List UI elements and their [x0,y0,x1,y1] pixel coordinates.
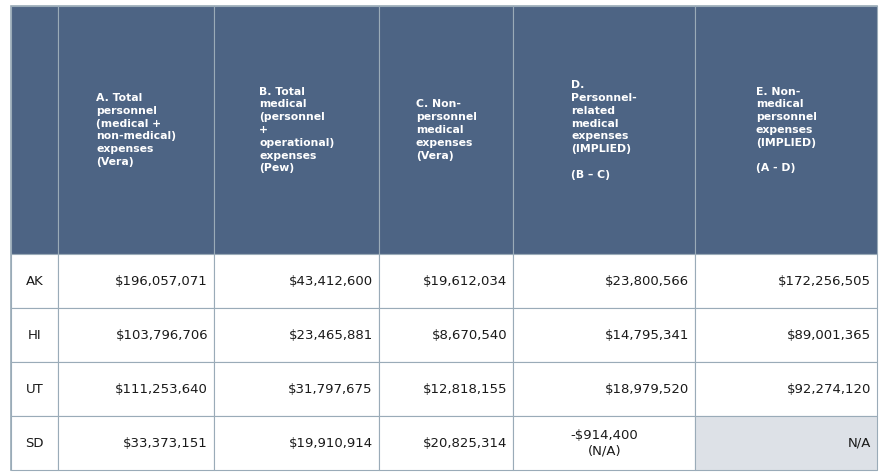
Bar [11,308,59,362]
Bar [379,6,513,254]
Text: $89,001,365: $89,001,365 [787,329,871,342]
Bar [11,6,59,254]
Bar [379,308,513,362]
Text: $33,373,151: $33,373,151 [123,437,208,450]
Text: $31,797,675: $31,797,675 [289,383,373,396]
Bar [513,308,695,362]
Bar [214,6,379,254]
Bar [513,362,695,416]
Text: $12,818,155: $12,818,155 [423,383,507,396]
Text: $196,057,071: $196,057,071 [115,275,208,288]
Text: $92,274,120: $92,274,120 [787,383,871,396]
Text: $18,979,520: $18,979,520 [605,383,689,396]
Text: $23,800,566: $23,800,566 [605,275,689,288]
Bar [695,6,877,254]
Bar [214,416,379,470]
Bar [379,254,513,308]
Text: $172,256,505: $172,256,505 [778,275,871,288]
Text: $8,670,540: $8,670,540 [432,329,507,342]
Bar [379,362,513,416]
Bar [695,308,877,362]
Text: $111,253,640: $111,253,640 [115,383,208,396]
Bar [379,416,513,470]
Text: $19,910,914: $19,910,914 [289,437,373,450]
Bar [59,6,214,254]
Text: B. Total
medical
(personnel
+
operational)
expenses
(Pew): B. Total medical (personnel + operationa… [259,87,334,173]
Bar [513,416,695,470]
Text: $14,795,341: $14,795,341 [605,329,689,342]
Bar [59,254,214,308]
Text: $103,796,706: $103,796,706 [115,329,208,342]
Text: AK: AK [26,275,44,288]
Bar [214,362,379,416]
Text: A. Total
personnel
(medical +
non-medical)
expenses
(Vera): A. Total personnel (medical + non-medica… [96,93,177,167]
Text: $19,612,034: $19,612,034 [423,275,507,288]
Bar [513,254,695,308]
Bar [214,254,379,308]
Text: C. Non-
personnel
medical
expenses
(Vera): C. Non- personnel medical expenses (Vera… [416,99,477,160]
Bar [214,308,379,362]
Bar [11,416,59,470]
Bar [11,254,59,308]
Text: D.
Personnel-
related
medical
expenses
(IMPLIED)

(B – C): D. Personnel- related medical expenses (… [572,80,638,180]
Bar [695,416,877,470]
Text: SD: SD [25,437,44,450]
Bar [11,362,59,416]
Text: N/A: N/A [848,437,871,450]
Bar [59,416,214,470]
Text: UT: UT [26,383,44,396]
Text: $43,412,600: $43,412,600 [289,275,373,288]
Bar [513,6,695,254]
Text: $23,465,881: $23,465,881 [289,329,373,342]
Text: -$914,400
(N/A): -$914,400 (N/A) [570,429,638,457]
Text: E. Non-
medical
personnel
expenses
(IMPLIED)

(A - D): E. Non- medical personnel expenses (IMPL… [756,87,817,173]
Text: $20,825,314: $20,825,314 [423,437,507,450]
Bar [695,362,877,416]
Bar [695,254,877,308]
Text: HI: HI [28,329,42,342]
Bar [59,362,214,416]
Bar [59,308,214,362]
